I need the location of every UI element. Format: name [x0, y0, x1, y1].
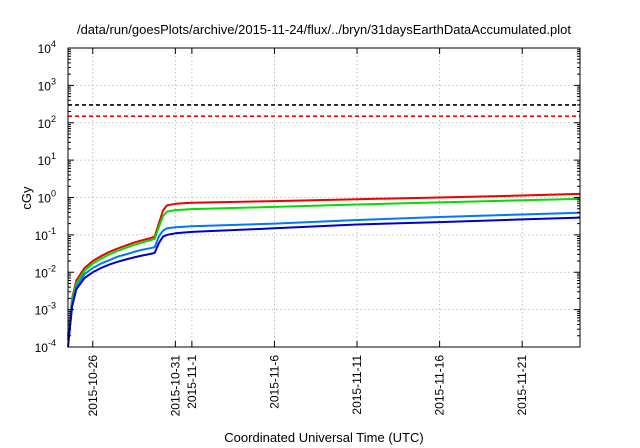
y-tick-label: 101: [38, 151, 56, 168]
y-tick-label: 10-3: [35, 301, 56, 318]
y-tick-label: 104: [38, 39, 56, 56]
y-tick-label: 103: [38, 76, 56, 93]
x-tick-label: 2015-11-1: [185, 355, 199, 409]
x-tick-label: 2015-10-31: [168, 355, 182, 417]
y-axis-title: cGy: [19, 186, 34, 210]
chart-title: /data/run/goesPlots/archive/2015-11-24/f…: [77, 22, 571, 37]
y-tick-label: 10-4: [35, 338, 56, 355]
grid: [68, 48, 580, 347]
x-axis: 2015-10-26 2015-10-31 2015-11-1 2015-11-6 20…: [86, 48, 529, 416]
x-tick-label: 2015-11-6: [267, 355, 281, 409]
y-tick-label: 102: [38, 114, 56, 131]
x-tick-label: 2015-11-21: [515, 355, 529, 416]
series-line: [67, 192, 581, 336]
series-lines: [67, 192, 581, 348]
y-tick-label: 100: [38, 189, 56, 206]
series-line: [67, 197, 581, 338]
series-line: [67, 211, 581, 341]
threshold-lines: [68, 104, 580, 117]
x-tick-label: 2015-11-11: [350, 355, 364, 415]
y-axis: 10-4 10-3 10-2 10-1 100 101 102 103 104: [35, 39, 580, 355]
x-axis-title: Coordinated Universal Time (UTC): [224, 430, 423, 445]
x-tick-label: 2015-11-16: [433, 355, 447, 416]
y-tick-label: 10-1: [35, 226, 56, 243]
x-tick-label: 2015-10-26: [86, 355, 100, 417]
y-tick-label: 10-2: [35, 263, 56, 280]
series-line: [67, 216, 581, 348]
